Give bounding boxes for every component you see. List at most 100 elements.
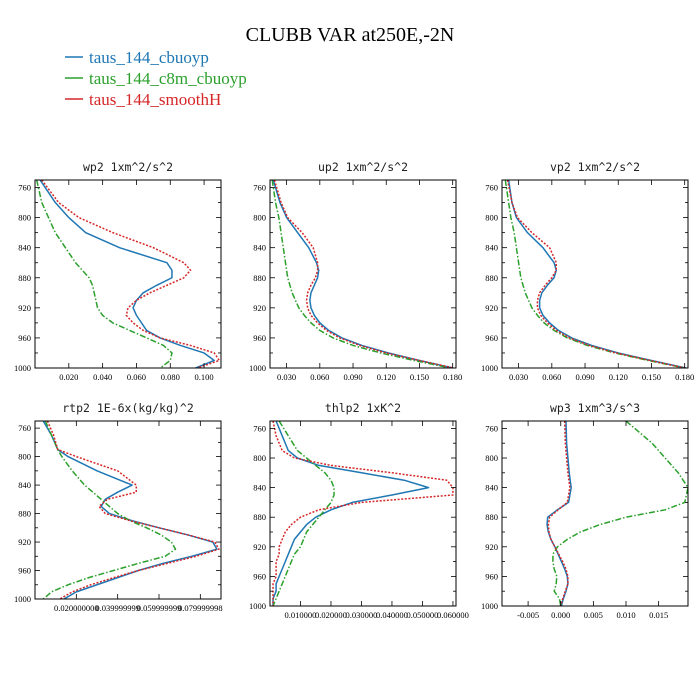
series-line-taus-144-smoothH xyxy=(41,180,221,368)
y-tick-label: 760 xyxy=(485,423,498,433)
series-line-taus-144-smoothH xyxy=(272,421,454,606)
y-tick-label: 800 xyxy=(253,213,266,223)
y-tick-label: 840 xyxy=(253,243,266,253)
y-tick-label: 840 xyxy=(485,243,498,253)
series-line-taus-144-cbuoyp xyxy=(272,180,453,368)
y-tick-label: 920 xyxy=(253,542,266,552)
y-tick-label: 1000 xyxy=(249,601,266,611)
y-tick-label: 1000 xyxy=(481,363,498,373)
series-line-taus-144-c8m-cbuoyp xyxy=(504,180,685,368)
x-tick-label: 0.050000 xyxy=(407,610,439,620)
plot-frame xyxy=(269,179,457,369)
x-tick-label: 0.005 xyxy=(584,610,603,620)
y-tick-label: 1000 xyxy=(14,594,31,604)
series-line-taus-144-c8m-cbuoyp xyxy=(272,421,335,606)
y-tick-label: 800 xyxy=(485,453,498,463)
x-tick-label: 0.180 xyxy=(675,372,694,382)
y-tick-label: 840 xyxy=(18,243,31,253)
y-tick-label: 880 xyxy=(485,512,498,522)
x-tick-label: 0.030 xyxy=(509,372,528,382)
figure-title: CLUBB VAR at250E,-2N xyxy=(246,24,455,46)
series-line-taus-144-cbuoyp xyxy=(507,180,686,368)
x-tick-label: 0.059999999 xyxy=(137,603,182,613)
panel-1: wp2 1xm^2/s^2 760 800 840 880 920 960 1000 0.020… xyxy=(14,160,222,382)
y-tick-label: 920 xyxy=(253,303,266,313)
legend: taus_144_cbuoyp taus_144_c8m_cbuoyp taus… xyxy=(65,48,247,109)
x-tick-label: 0.090 xyxy=(575,372,594,382)
x-tick-label: 0.060000 xyxy=(437,610,469,620)
y-tick-label: 760 xyxy=(18,423,31,433)
y-tick-label: 960 xyxy=(18,333,31,343)
panel-grid: wp2 1xm^2/s^2 760 800 840 880 920 960 1000 0.020… xyxy=(14,160,694,620)
y-tick-label: 880 xyxy=(253,273,266,283)
plot-frame xyxy=(34,179,222,369)
panel-title: rtp2 1E-6x(kg/kg)^2 xyxy=(62,401,194,415)
x-tick-label: 0.010000 xyxy=(285,610,317,620)
legend-label-cbuoyp: taus_144_cbuoyp xyxy=(89,48,209,67)
x-tick-label: 0.000 xyxy=(551,610,570,620)
y-tick-label: 880 xyxy=(18,509,31,519)
y-tick-label: 800 xyxy=(18,213,31,223)
x-tick-label: 0.079999998 xyxy=(178,603,223,613)
y-tick-label: 920 xyxy=(485,303,498,313)
series-line-taus-144-smoothH xyxy=(506,180,685,368)
series-line-taus-144-c8m-cbuoyp xyxy=(271,180,451,368)
y-tick-label: 800 xyxy=(253,453,266,463)
x-tick-label: 0.060 xyxy=(127,372,146,382)
x-tick-label: 0.120 xyxy=(377,372,396,382)
x-tick-label: 0.180 xyxy=(443,372,462,382)
x-tick-label: 0.120 xyxy=(609,372,628,382)
x-tick-label: 0.040000 xyxy=(376,610,408,620)
x-tick-label: 0.060 xyxy=(542,372,561,382)
y-tick-label: 920 xyxy=(485,542,498,552)
y-tick-label: 880 xyxy=(485,273,498,283)
series-line-taus-144-c8m-cbuoyp xyxy=(42,421,177,599)
y-tick-label: 880 xyxy=(253,512,266,522)
y-tick-label: 840 xyxy=(253,483,266,493)
panel-title: up2 1xm^2/s^2 xyxy=(318,160,408,174)
series-line-taus-144-c8m-cbuoyp xyxy=(552,421,688,606)
x-tick-label: 0.020000 xyxy=(315,610,347,620)
y-tick-label: 840 xyxy=(18,480,31,490)
series-line-taus-144-cbuoyp xyxy=(272,421,430,606)
y-tick-label: 760 xyxy=(253,183,266,193)
plot-frame xyxy=(34,420,222,600)
panel-title: wp2 1xm^2/s^2 xyxy=(83,160,173,174)
series-line-taus-144-smoothH xyxy=(273,180,454,368)
y-tick-label: 880 xyxy=(18,273,31,283)
legend-label-c8m-cbuoyp: taus_144_c8m_cbuoyp xyxy=(89,69,247,88)
series-line-taus-144-cbuoyp xyxy=(42,421,218,599)
y-tick-label: 920 xyxy=(18,537,31,547)
x-tick-label: 0.039999999 xyxy=(95,603,140,613)
panel-title: thlp2 1xK^2 xyxy=(325,401,401,415)
y-tick-label: 1000 xyxy=(481,601,498,611)
y-tick-label: 760 xyxy=(485,183,498,193)
x-tick-label: 0.020 xyxy=(59,372,78,382)
panel-title: vp2 1xm^2/s^2 xyxy=(550,160,640,174)
x-tick-label: 0.030000 xyxy=(346,610,378,620)
series-line-taus-144-c8m-cbuoyp xyxy=(35,180,173,368)
plot-frame xyxy=(501,179,689,369)
panel-title: wp3 1xm^3/s^3 xyxy=(550,401,640,415)
x-tick-label: 0.060 xyxy=(310,372,329,382)
panel-2: up2 1xm^2/s^2 760 800 840 880 920 960 1000 0.030… xyxy=(249,160,462,382)
x-tick-label: 0.150 xyxy=(410,372,429,382)
x-tick-label: 0.100 xyxy=(195,372,214,382)
y-tick-label: 1000 xyxy=(249,363,266,373)
series-line-taus-144-cbuoyp xyxy=(39,180,215,368)
y-tick-label: 840 xyxy=(485,483,498,493)
y-tick-label: 960 xyxy=(485,333,498,343)
x-tick-label: 0.150 xyxy=(642,372,661,382)
plot-frame xyxy=(269,420,457,607)
panel-3: vp2 1xm^2/s^2 760 800 840 880 920 960 1000 0.030… xyxy=(481,160,694,382)
x-tick-label: 0.010 xyxy=(616,610,635,620)
y-tick-label: 960 xyxy=(253,333,266,343)
series-line-taus-144-smoothH xyxy=(547,421,571,606)
y-tick-label: 800 xyxy=(18,452,31,462)
y-tick-label: 960 xyxy=(18,566,31,576)
x-tick-label: 0.040 xyxy=(93,372,112,382)
y-tick-label: 960 xyxy=(485,571,498,581)
x-tick-label: 0.015 xyxy=(649,610,668,620)
series-line-taus-144-smoothH xyxy=(46,421,220,599)
